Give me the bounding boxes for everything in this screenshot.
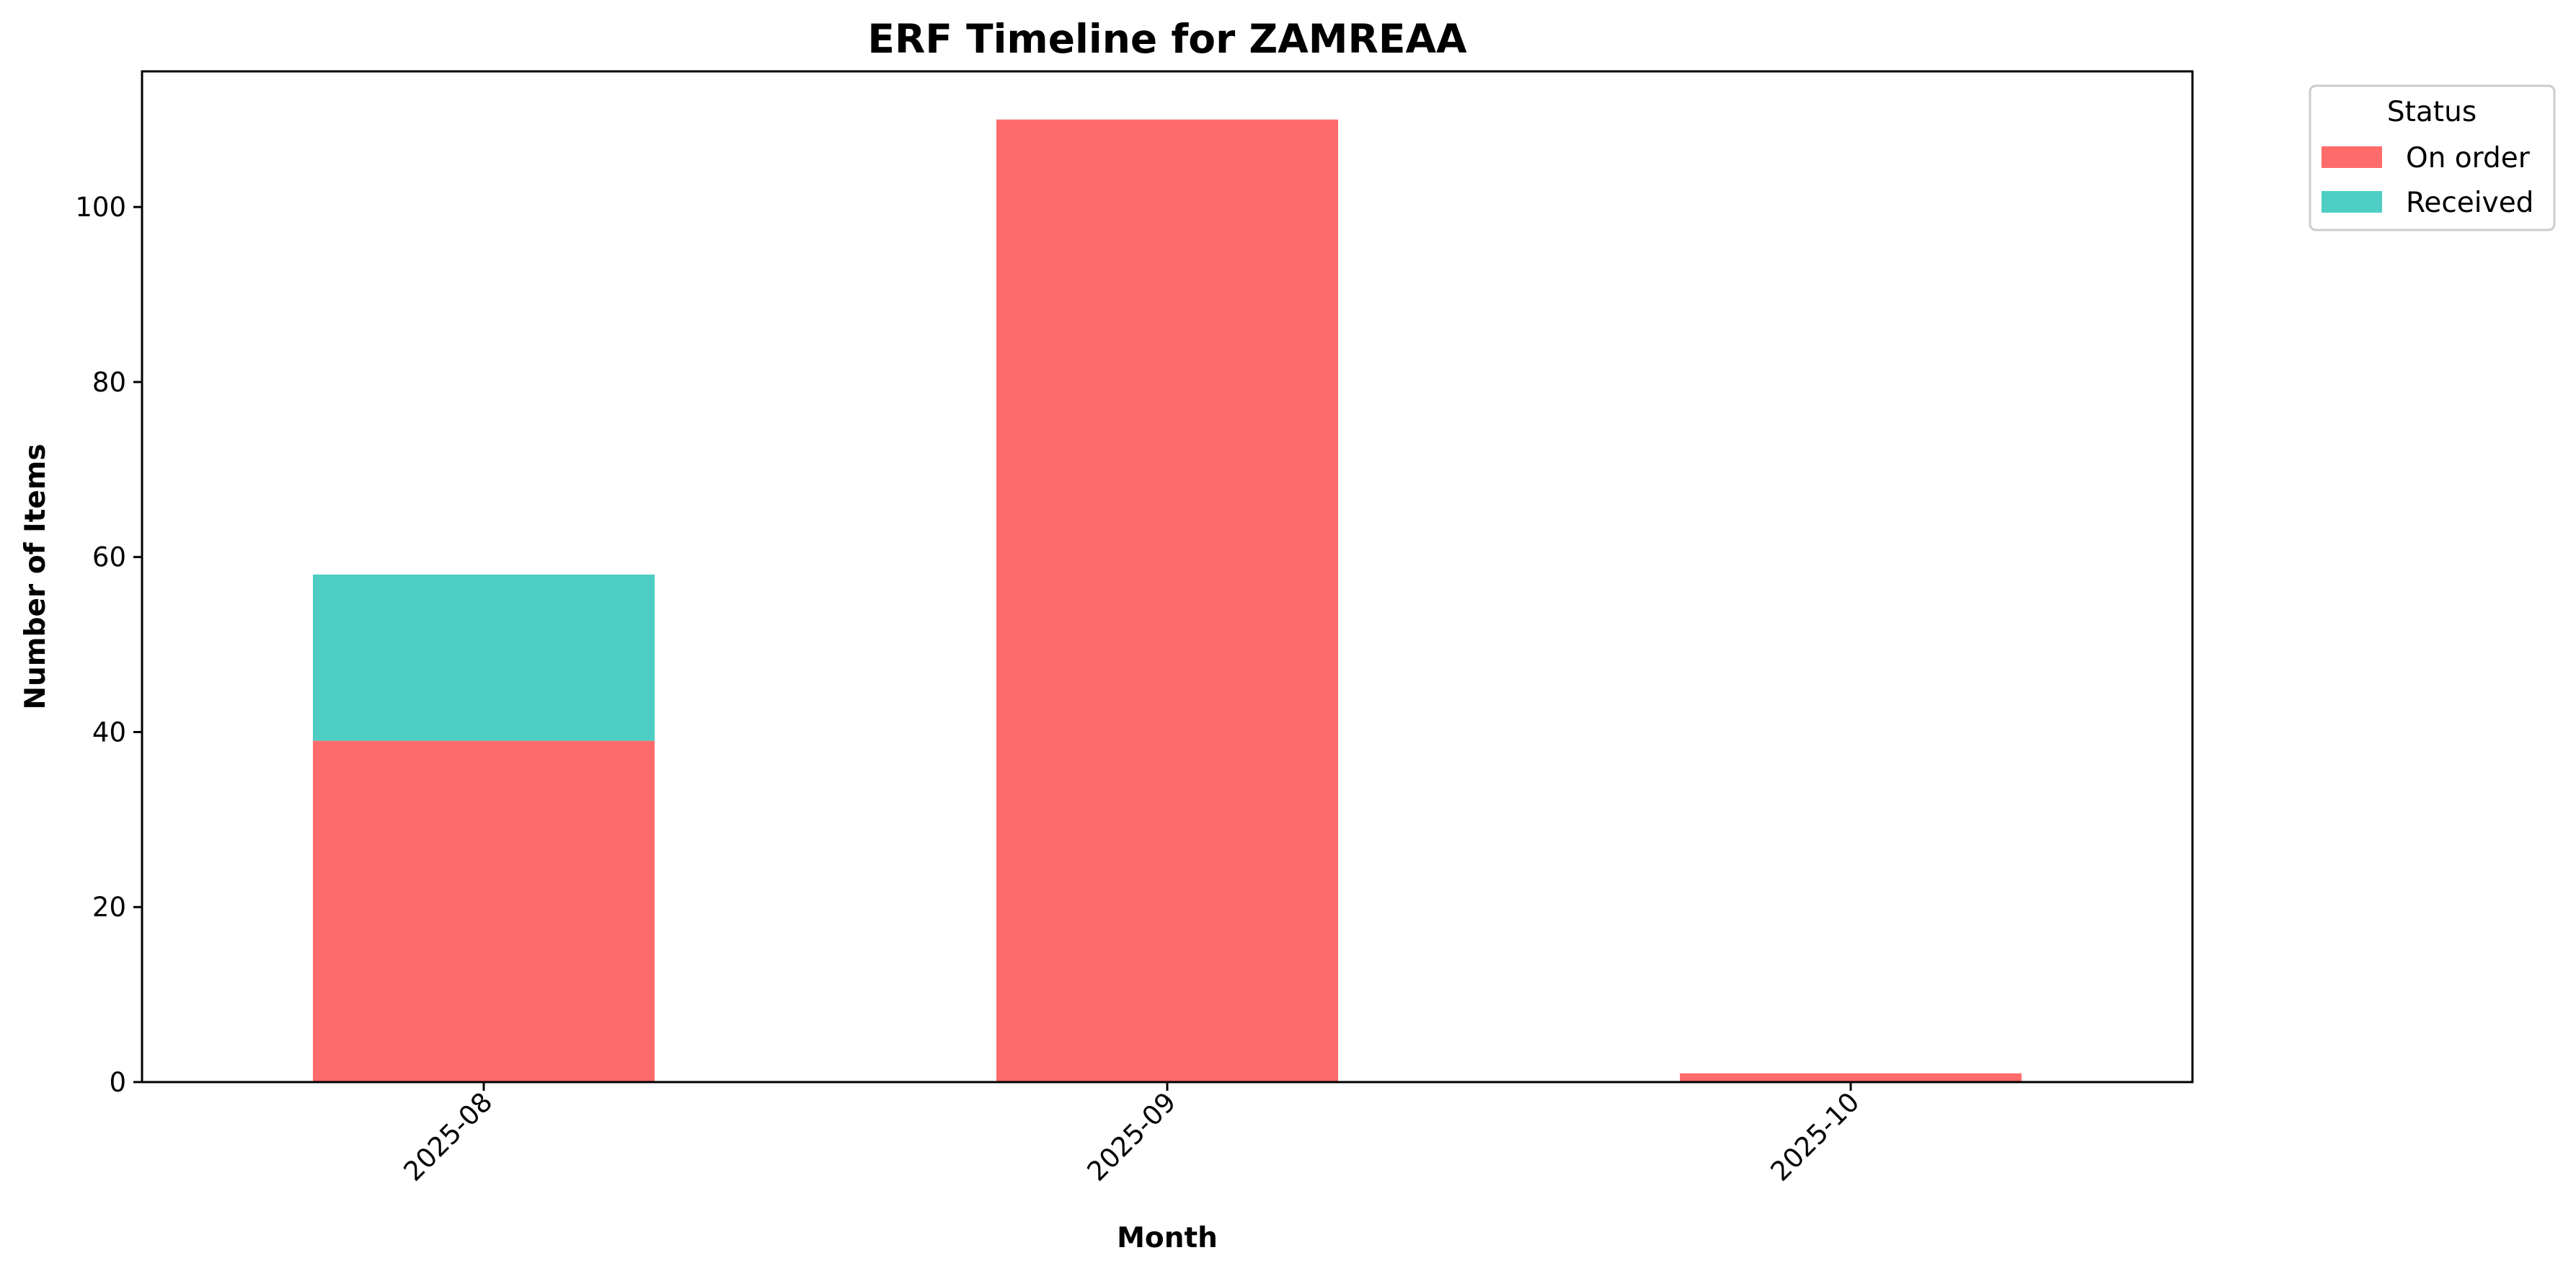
legend-label-on-order: On order	[2406, 142, 2531, 174]
x-tick-label: 2025-09	[1081, 1086, 1182, 1187]
legend-swatch-on-order	[2322, 146, 2382, 168]
bar-on-order-2025-08	[313, 740, 655, 1082]
bar-on-order-2025-09	[996, 119, 1338, 1082]
bar-on-order-2025-10	[1680, 1073, 2022, 1082]
x-tick-label: 2025-08	[398, 1086, 499, 1187]
chart-title: ERF Timeline for ZAMREAA	[867, 16, 1467, 62]
bar-received-2025-08	[313, 574, 655, 741]
legend-items: On order Received	[2322, 142, 2533, 219]
y-tick-label: 100	[75, 192, 126, 223]
plot-frame	[141, 70, 2194, 1084]
legend-title: Status	[2387, 96, 2477, 128]
x-axis-label: Month	[1117, 1222, 1218, 1254]
y-tick-label: 20	[92, 892, 126, 923]
legend: Status On order Received	[2309, 84, 2556, 231]
y-axis-label: Number of Items	[19, 443, 52, 709]
y-tick-label: 40	[92, 717, 126, 748]
y-tick-label: 80	[92, 367, 126, 398]
x-tick-label: 2025-10	[1765, 1086, 1866, 1187]
y-tick-label: 0	[109, 1067, 126, 1098]
plot-area: 2025-08 2025-09 2025-10 0 20 40 60 80 100	[75, 119, 2022, 1187]
legend-label-received: Received	[2406, 187, 2533, 219]
legend-swatch-received	[2322, 191, 2382, 213]
y-tick-label: 60	[92, 542, 126, 573]
